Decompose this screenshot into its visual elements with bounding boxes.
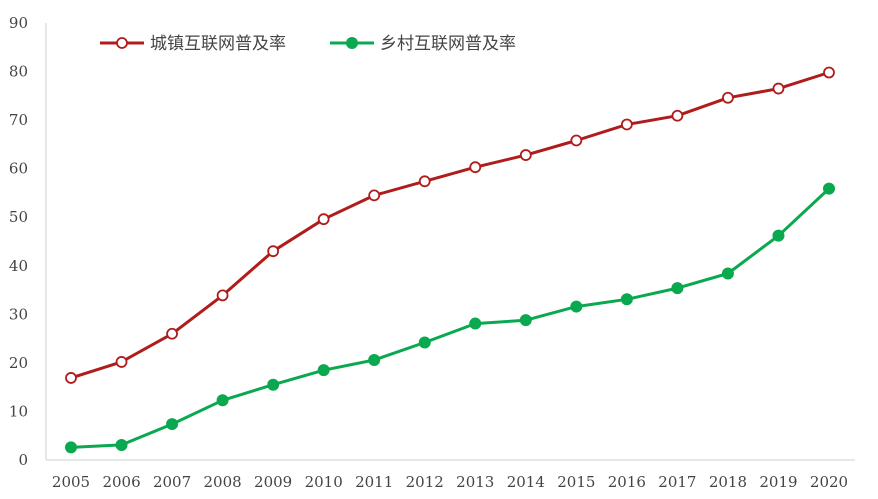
y-tick-label: 80	[9, 63, 28, 81]
y-tick-label: 60	[9, 160, 28, 178]
x-tick-label: 2019	[759, 473, 797, 491]
data-point	[115, 356, 128, 368]
data-point	[823, 182, 835, 195]
x-tick-label: 2015	[557, 473, 595, 491]
series-line	[69, 71, 831, 380]
data-point	[267, 378, 280, 391]
y-tick-label: 90	[9, 14, 28, 32]
y-tick-label: 20	[9, 354, 28, 372]
legend-label: 城镇互联网普及率	[150, 34, 286, 54]
data-point	[519, 314, 532, 327]
legend-label: 乡村互联网普及率	[380, 34, 516, 54]
legend-item: 乡村互联网普及率	[330, 34, 516, 54]
x-tick-label: 2017	[658, 473, 696, 491]
data-point	[65, 372, 77, 384]
data-point	[570, 134, 583, 147]
x-tick-label: 2016	[608, 473, 646, 491]
data-point	[519, 149, 532, 161]
x-tick-label: 2018	[709, 473, 747, 491]
y-tick-labels: 0 10 20 30 40 50 60 70 80 90	[9, 14, 28, 469]
data-point	[620, 118, 633, 131]
y-tick-label: 0	[18, 451, 28, 469]
x-tick-label: 2013	[456, 473, 494, 491]
series-2	[65, 182, 835, 454]
data-point	[671, 282, 684, 295]
x-tick-label: 2012	[406, 473, 444, 491]
series-1	[65, 66, 835, 384]
data-point	[823, 66, 835, 79]
data-point	[166, 327, 178, 340]
data-point	[671, 109, 684, 122]
legend-marker	[116, 37, 128, 49]
data-point	[772, 229, 785, 242]
data-point	[368, 353, 381, 366]
data-point	[722, 91, 734, 104]
x-tick-label: 2014	[507, 473, 545, 491]
x-tick-label: 2008	[204, 473, 242, 491]
data-point	[721, 267, 734, 280]
data-point	[267, 245, 280, 258]
y-tick-label: 50	[9, 208, 28, 226]
data-point	[418, 336, 431, 349]
data-point	[317, 364, 330, 377]
legend: 城镇互联网普及率 乡村互联网普及率	[100, 34, 516, 54]
data-point	[166, 418, 179, 431]
x-tick-label: 2020	[810, 473, 848, 491]
x-tick-label: 2011	[355, 473, 393, 491]
data-point	[115, 438, 128, 451]
series-line	[69, 187, 831, 449]
data-point	[469, 161, 482, 174]
x-tick-label: 2006	[102, 473, 140, 491]
y-tick-label: 30	[9, 305, 28, 323]
x-tick-labels: 2005 2006 2007 2008 2009 2010 2011 2012 2013 2014…	[52, 473, 848, 491]
data-point	[620, 293, 633, 306]
x-tick-label: 2009	[254, 473, 292, 491]
x-tick-label: 2007	[153, 473, 191, 491]
data-point	[570, 300, 583, 313]
legend-item: 城镇互联网普及率	[100, 34, 286, 54]
legend-marker	[346, 37, 358, 49]
data-point	[368, 189, 381, 202]
data-point	[469, 317, 482, 330]
data-point	[216, 394, 229, 407]
data-point	[216, 289, 229, 302]
y-tick-label: 70	[9, 111, 28, 129]
data-point	[772, 82, 785, 95]
x-tick-label: 2005	[52, 473, 90, 491]
series-layer	[65, 66, 835, 454]
axes	[45, 23, 855, 461]
data-point	[418, 175, 431, 188]
y-tick-label: 40	[9, 257, 28, 275]
y-tick-label: 10	[9, 402, 28, 420]
data-point	[65, 441, 77, 454]
data-point	[317, 213, 330, 226]
x-tick-label: 2010	[305, 473, 343, 491]
